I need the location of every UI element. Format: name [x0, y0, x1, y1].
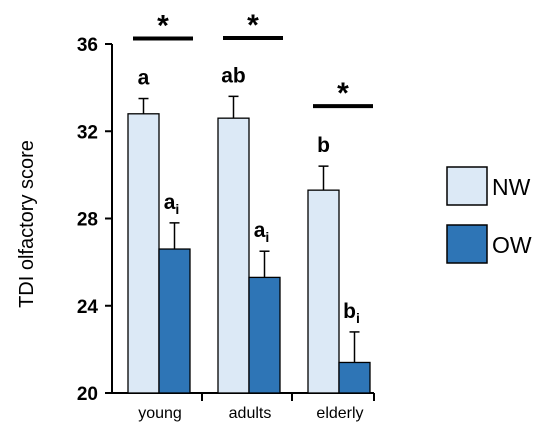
significance-letter-main: ab — [221, 64, 246, 87]
significance-letter: b — [317, 134, 330, 157]
bar-ow-adults — [248, 276, 281, 394]
significance-letter-main: a — [254, 219, 266, 242]
significance-letter-sub: i — [356, 310, 360, 326]
significance-letter-sub: i — [175, 201, 179, 217]
y-tick-label: 28 — [77, 210, 98, 231]
y-tick-label: 32 — [77, 122, 98, 143]
bar-nw-adults — [217, 117, 250, 394]
bar-nw-elderly — [307, 189, 340, 394]
x-tick-label: adults — [229, 405, 272, 422]
significance-letter: ai — [254, 219, 270, 245]
significance-letter-main: a — [164, 191, 176, 214]
y-axis-label: TDI olfactory score — [16, 140, 38, 308]
x-tick-label: elderly — [316, 405, 363, 422]
significance-letter: ab — [221, 64, 246, 87]
y-tick-label: 36 — [77, 35, 98, 56]
legend-swatch-nw — [446, 166, 488, 206]
significance-letter-main: a — [138, 67, 150, 90]
significance-letter: ai — [164, 191, 180, 217]
bar-ow-young — [158, 248, 191, 394]
significance-letter: bi — [343, 300, 360, 326]
significance-star: * — [157, 10, 169, 43]
legend: NW OW — [446, 166, 532, 264]
significance-letter-sub: i — [265, 229, 269, 245]
significance-letter: a — [138, 67, 150, 90]
legend-label-ow: OW — [492, 232, 532, 258]
bar-nw-young — [127, 113, 160, 394]
legend-swatch-ow — [446, 224, 488, 264]
y-tick-label: 24 — [77, 297, 99, 318]
y-tick-label: 20 — [77, 384, 98, 405]
significance-letter-main: b — [317, 134, 330, 157]
legend-label-nw: NW — [492, 174, 531, 200]
significance-star: * — [337, 77, 349, 110]
significance-letter-main: b — [343, 300, 356, 323]
x-tick-label: young — [138, 405, 182, 422]
bar-ow-elderly — [338, 361, 371, 394]
significance-star: * — [247, 9, 259, 42]
